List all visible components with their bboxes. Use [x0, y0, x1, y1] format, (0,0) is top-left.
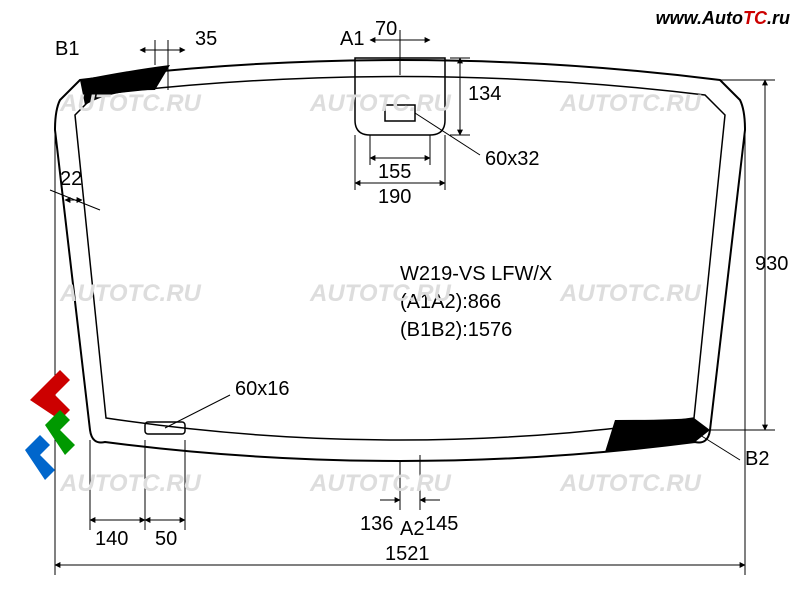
xyg-logo: [25, 370, 75, 480]
label-a2: A2: [400, 518, 424, 540]
label-60x16: 60x16: [235, 378, 290, 400]
label-b1b2: (B1B2):1576: [400, 319, 512, 341]
label-155: 155: [378, 161, 411, 183]
label-a1: A1: [340, 28, 364, 50]
label-60x32: 60x32: [485, 148, 540, 170]
label-50: 50: [155, 528, 177, 550]
source-url: www.AutoTC.ru: [656, 8, 790, 29]
label-930: 930: [755, 253, 788, 275]
label-model: W219-VS LFW/X: [400, 263, 552, 285]
label-136: 136: [360, 513, 393, 535]
label-190: 190: [378, 186, 411, 208]
label-b2: B2: [745, 448, 769, 470]
label-134: 134: [468, 83, 501, 105]
label-145: 145: [425, 513, 458, 535]
label-b1: B1: [55, 38, 79, 60]
windshield-diagram: B1 35 A1 70 134 60x32 155 190 22 930 60x…: [0, 0, 800, 600]
label-35: 35: [195, 28, 217, 50]
label-140: 140: [95, 528, 128, 550]
label-22: 22: [60, 168, 82, 190]
label-a1a2: (A1A2):866: [400, 291, 501, 313]
label-70: 70: [375, 18, 397, 40]
label-1521: 1521: [385, 543, 430, 565]
